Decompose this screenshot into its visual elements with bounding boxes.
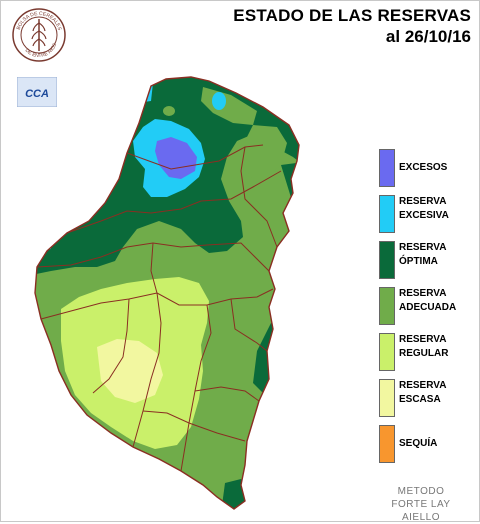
legend-label-excesiva: RESERVA EXCESIVA [399, 196, 449, 221]
region-adecuada-northeast [241, 125, 287, 179]
spot-excesiva-1 [212, 92, 226, 110]
department-borders [34, 76, 300, 510]
legend-item-regular: RESERVA REGULAR [379, 333, 479, 379]
spot-adecuada-1 [163, 106, 175, 116]
legend: EXCESOS RESERVA EXCESIVA RESERVA ÓPTIMA RES… [379, 149, 479, 471]
method-note: METODO FORTE LAY AIELLO [391, 486, 451, 523]
legend-label-excesos: EXCESOS [399, 162, 448, 173]
cca-logo: CCA [17, 77, 57, 107]
legend-item-escasa: RESERVA ESCASA [379, 379, 479, 425]
title-line-1: ESTADO DE LAS RESERVAS [233, 6, 471, 25]
swatch-adecuada [379, 287, 395, 325]
region-optima-south-tip [221, 479, 253, 509]
swatch-sequia [379, 425, 395, 463]
svg-text:CCA: CCA [25, 88, 49, 100]
title-date: al 26/10/16 [385, 27, 471, 46]
legend-label-escasa: RESERVA ESCASA [399, 380, 447, 405]
legend-item-sequia: SEQUÍA [379, 425, 479, 471]
region-escasa [97, 339, 163, 403]
region-excesos [155, 137, 197, 179]
legend-label-regular: RESERVA REGULAR [399, 334, 449, 359]
legend-item-excesos: EXCESOS [379, 149, 479, 195]
legend-label-sequia: SEQUÍA [399, 438, 438, 449]
swatch-excesiva [379, 195, 395, 233]
bolsa-cereales-seal-logo: BOLSA DE CEREALES DE ENTRE RIOS [12, 8, 66, 62]
legend-label-adecuada: RESERVA ADECUADA [399, 288, 457, 313]
province-reserves-map [34, 76, 300, 510]
map-title: ESTADO DE LAS RESERVAS al 26/10/16 [233, 5, 471, 47]
swatch-regular [379, 333, 395, 371]
swatch-optima [379, 241, 395, 279]
legend-label-optima: RESERVA ÓPTIMA [399, 242, 447, 267]
swatch-excesos [379, 149, 395, 187]
legend-item-adecuada: RESERVA ADECUADA [379, 287, 479, 333]
swatch-escasa [379, 379, 395, 417]
legend-item-optima: RESERVA ÓPTIMA [379, 241, 479, 287]
legend-item-excesiva: RESERVA EXCESIVA [379, 195, 479, 241]
